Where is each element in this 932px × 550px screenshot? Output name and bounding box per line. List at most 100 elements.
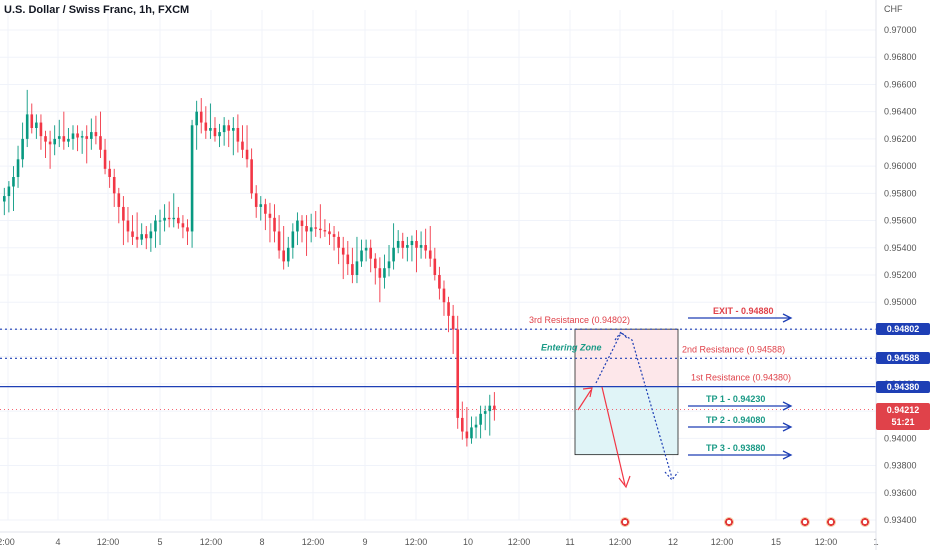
candle-body — [76, 133, 79, 138]
candle-body — [94, 132, 98, 137]
candle-body — [35, 122, 38, 128]
target-label: TP 3 - 0.93880 — [706, 443, 765, 453]
candle-body — [103, 149, 107, 169]
level-label: 2nd Resistance (0.94588) — [682, 344, 785, 354]
candle-body — [172, 217, 176, 220]
event-flag-icon[interactable] — [724, 517, 734, 527]
level-tag-1st-resistance: 0.94380 — [876, 380, 930, 393]
y-tick-label: 0.96200 — [884, 134, 917, 144]
candle-body — [122, 206, 125, 221]
event-flag-icon[interactable] — [826, 517, 836, 527]
candle-body — [236, 128, 240, 142]
candle-body — [131, 231, 134, 237]
candle-body — [227, 125, 231, 131]
candle-body — [319, 228, 322, 231]
candle-body — [259, 204, 263, 207]
countdown-timer: 51:21 — [891, 417, 915, 428]
candle-body — [419, 245, 423, 248]
candle-body — [488, 405, 492, 412]
arrow-head-icon — [782, 450, 793, 460]
arrow-head-icon — [618, 475, 631, 489]
x-tick-label: 12:00 — [711, 537, 734, 547]
candle-body — [264, 204, 267, 214]
x-tick-label: 15 — [771, 537, 781, 547]
candle-body — [286, 247, 290, 262]
candle-body — [351, 264, 354, 275]
chart-title: U.S. Dollar / Swiss Franc, 1h, FXCM — [4, 4, 190, 16]
candle-body — [16, 159, 20, 177]
x-tick-label: 2:00 — [0, 537, 15, 547]
candle-body — [209, 128, 212, 131]
candle-body — [90, 132, 93, 139]
candle-body — [62, 136, 66, 142]
x-tick-label: 8 — [259, 537, 264, 547]
candle-body — [199, 111, 203, 123]
candle-body — [195, 111, 198, 126]
candle-body — [323, 230, 327, 232]
candle-body — [291, 231, 295, 248]
candle-body — [493, 405, 496, 410]
candle-body — [415, 240, 418, 248]
candle-body — [383, 268, 386, 278]
currency-label: CHF — [884, 4, 903, 14]
candle-body — [341, 247, 345, 255]
y-tick-label: 0.95600 — [884, 216, 917, 226]
candle-body — [277, 231, 281, 251]
candle-body — [112, 177, 116, 194]
candle-body — [378, 268, 382, 278]
candle-body — [190, 125, 194, 232]
candle-body — [126, 220, 130, 232]
projection-arrow-down — [601, 386, 626, 486]
candle-body — [373, 258, 377, 269]
candle-body — [250, 159, 253, 194]
candle-body — [186, 227, 189, 232]
candle-body — [364, 247, 368, 251]
y-tick-label: 0.96600 — [884, 79, 917, 89]
candle-body — [154, 220, 157, 232]
current-price-tag: 0.94212 51:21 — [876, 403, 930, 431]
candle-body — [273, 217, 276, 232]
level-tag-2nd-resistance: 0.94588 — [876, 352, 930, 365]
y-tick-label: 0.93600 — [884, 488, 917, 498]
candle-body — [479, 413, 482, 425]
candle-body — [410, 240, 414, 246]
candle-body — [254, 193, 258, 207]
candle-body — [392, 247, 395, 262]
x-tick-label: 10 — [463, 537, 473, 547]
candle-body — [346, 254, 350, 265]
candle-body — [232, 128, 235, 131]
candle-body — [44, 136, 47, 142]
candle-body — [213, 128, 217, 137]
event-flag-icon[interactable] — [860, 517, 870, 527]
candle-body — [149, 231, 153, 239]
arrow-head-icon — [664, 471, 679, 481]
candle-body — [218, 132, 221, 137]
x-tick-label: 12:00 — [609, 537, 632, 547]
event-flag-icon[interactable] — [800, 517, 810, 527]
candle-body — [355, 261, 359, 275]
candle-body — [451, 315, 455, 330]
candle-body — [67, 138, 70, 142]
event-flag-icon[interactable] — [620, 517, 630, 527]
x-tick-label: 11 — [565, 537, 574, 547]
candle-body — [396, 240, 400, 248]
candle-body — [245, 149, 249, 160]
candle-body — [483, 411, 487, 414]
candle-body — [360, 250, 363, 262]
y-tick-label: 0.95200 — [884, 270, 917, 280]
candle-body — [369, 247, 372, 259]
candle-body — [406, 245, 409, 248]
x-tick-label: 5 — [157, 537, 162, 547]
y-tick-label: 0.96800 — [884, 52, 917, 62]
candle-body — [167, 217, 171, 220]
x-tick-label: 12:00 — [508, 537, 531, 547]
arrow-head-icon — [782, 422, 793, 432]
candle-body — [3, 196, 6, 202]
x-tick-label: 12 — [668, 537, 678, 547]
candle-body — [438, 275, 441, 289]
arrow-head-icon — [782, 401, 793, 411]
candle-body — [158, 220, 162, 222]
candle-body — [442, 288, 446, 303]
candle-body — [332, 234, 336, 237]
